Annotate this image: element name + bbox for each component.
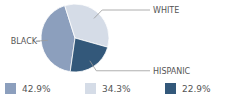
slice-label: WHITE xyxy=(153,6,179,15)
leader-line xyxy=(36,40,48,42)
legend: 42.9% 34.3% 22.9% xyxy=(5,83,211,94)
slice-label: BLACK xyxy=(11,37,38,46)
legend-swatch xyxy=(5,83,16,94)
legend-swatch xyxy=(85,83,96,94)
leader-line xyxy=(94,10,150,18)
chart: BLACK WHITE HISPANIC 42.9% 34.3% 22.9% xyxy=(0,0,240,100)
pie-slice xyxy=(65,4,109,47)
pie xyxy=(41,4,109,72)
pie-slice xyxy=(70,38,108,72)
legend-label: 34.3% xyxy=(102,84,131,94)
leader-line xyxy=(90,61,150,71)
legend-swatch xyxy=(165,83,176,94)
legend-label: 42.9% xyxy=(22,84,51,94)
slice-label: HISPANIC xyxy=(153,67,191,76)
legend-label: 22.9% xyxy=(182,84,211,94)
